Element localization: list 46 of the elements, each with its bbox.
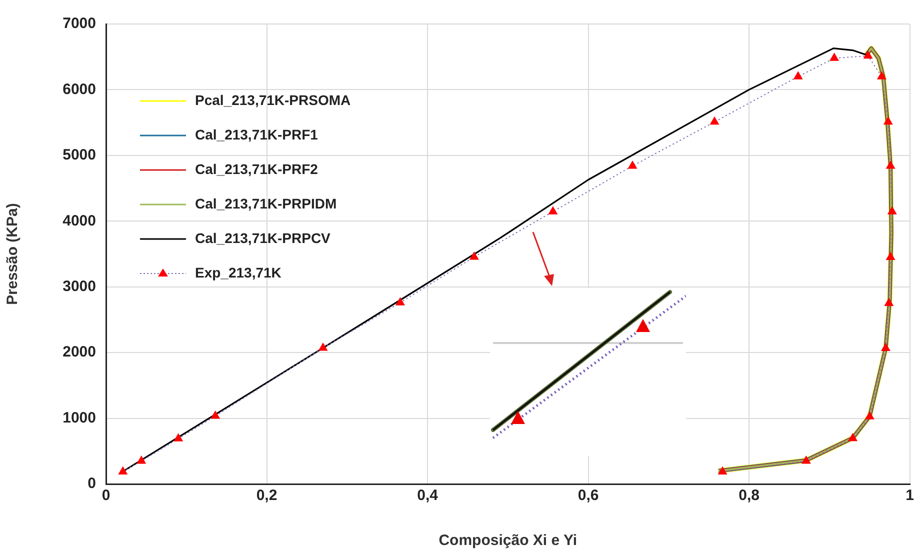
point <box>174 434 183 442</box>
point <box>848 433 858 442</box>
x-axis-title: Composição Xi e Yi <box>438 532 578 550</box>
y-axis-title: Pressão (KPa) <box>4 203 22 305</box>
y-tick-label: 4000 <box>62 212 96 230</box>
legend-label: Exp_213,71K <box>195 264 282 280</box>
point <box>318 342 328 351</box>
point <box>118 466 128 474</box>
y-tick-label: 3000 <box>62 278 96 295</box>
point <box>718 466 727 474</box>
y-tick-label: 6000 <box>62 80 96 98</box>
point <box>710 116 719 125</box>
x-tick-label: 0 <box>102 487 110 504</box>
legend-label: Cal_213,71K-PRF2 <box>195 160 318 177</box>
x-tick-label: 0,4 <box>417 487 439 504</box>
legend-label: Cal_213,71K-PRF1 <box>195 126 318 142</box>
point <box>884 116 893 125</box>
point <box>396 298 405 306</box>
point <box>864 50 872 59</box>
y-tick-label: 1000 <box>62 409 96 426</box>
point <box>830 53 839 61</box>
point <box>794 72 802 80</box>
x-tick-label: 0,8 <box>738 487 760 504</box>
point <box>136 456 146 464</box>
point <box>802 456 811 464</box>
point <box>884 298 894 306</box>
x-tick-label: 0,2 <box>256 487 278 504</box>
point <box>881 343 890 352</box>
legend-label: Cal_213,71K-PRPCV <box>195 230 332 246</box>
y-tick-label: 0 <box>88 475 96 492</box>
legend-label: Cal_213,71K-PRPIDM <box>195 195 337 212</box>
x-tick-label: 1 <box>906 487 914 504</box>
point <box>628 160 637 169</box>
point <box>886 252 895 260</box>
point <box>548 206 558 214</box>
legend-label: Pcal_213,71K-PRSOMA <box>195 92 351 108</box>
x-tick-label: 0,6 <box>578 487 599 504</box>
point <box>877 72 886 80</box>
point <box>888 206 897 214</box>
point <box>470 252 479 260</box>
y-tick-label: 7000 <box>62 15 96 32</box>
point <box>886 160 895 169</box>
point <box>865 412 874 420</box>
y-tick-label: 2000 <box>62 344 96 361</box>
y-tick-label: 5000 <box>62 146 96 164</box>
point <box>210 410 220 419</box>
